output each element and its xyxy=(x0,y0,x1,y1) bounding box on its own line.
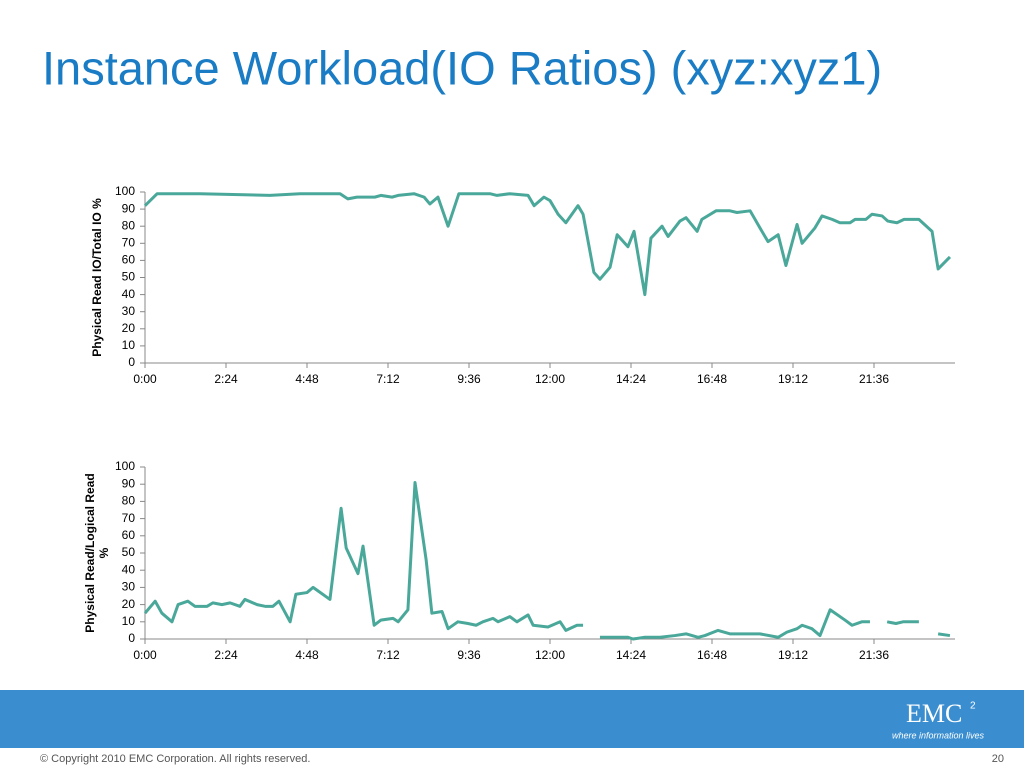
x-tick-label: 12:00 xyxy=(535,648,565,662)
y-tick-label: 60 xyxy=(122,528,136,542)
x-tick-label: 9:36 xyxy=(457,372,481,386)
x-tick-label: 7:12 xyxy=(376,372,400,386)
x-tick-label: 9:36 xyxy=(457,648,481,662)
data-line xyxy=(143,480,584,632)
y-tick-label: 40 xyxy=(122,562,136,576)
y-tick-label: 40 xyxy=(122,287,136,301)
footer-band xyxy=(0,690,1024,748)
data-line xyxy=(937,632,951,638)
x-tick-label: 12:00 xyxy=(535,372,565,386)
y-tick-label: 80 xyxy=(122,494,136,508)
logo-sup: 2 xyxy=(970,701,976,712)
x-tick-label: 4:48 xyxy=(295,648,319,662)
x-tick-label: 0:00 xyxy=(133,648,157,662)
y-tick-label: 20 xyxy=(122,321,136,335)
y-tick-label: 60 xyxy=(122,253,136,267)
x-tick-label: 21:36 xyxy=(859,372,889,386)
x-tick-label: 16:48 xyxy=(697,648,727,662)
page-number: 20 xyxy=(992,753,1004,765)
data-line xyxy=(599,608,870,641)
x-tick-label: 19:12 xyxy=(778,372,808,386)
y-tick-label: 30 xyxy=(122,304,136,318)
x-tick-label: 7:12 xyxy=(376,648,400,662)
logo: EMC xyxy=(906,699,962,728)
data-line xyxy=(886,620,919,626)
y-tick-label: 70 xyxy=(122,235,136,249)
x-tick-label: 14:24 xyxy=(616,648,646,662)
y-tick-label: 50 xyxy=(122,270,136,284)
y-tick-label: 0 xyxy=(128,355,135,369)
x-tick-label: 0:00 xyxy=(133,372,157,386)
x-tick-label: 19:12 xyxy=(778,648,808,662)
y-tick-label: 100 xyxy=(115,184,135,198)
x-tick-label: 2:24 xyxy=(214,648,238,662)
y-tick-label: 80 xyxy=(122,218,136,232)
y-tick-label: 100 xyxy=(115,459,135,473)
x-tick-label: 16:48 xyxy=(697,372,727,386)
y-tick-label: 90 xyxy=(122,476,136,490)
y-tick-label: 50 xyxy=(122,545,136,559)
tagline: where information lives xyxy=(892,730,985,740)
copyright: © Copyright 2010 EMC Corporation. All ri… xyxy=(40,753,310,765)
y-tick-label: 10 xyxy=(122,338,136,352)
x-tick-label: 14:24 xyxy=(616,372,646,386)
x-tick-label: 4:48 xyxy=(295,372,319,386)
data-line xyxy=(143,192,952,297)
x-tick-label: 21:36 xyxy=(859,648,889,662)
y-tick-label: 90 xyxy=(122,201,136,215)
y-tick-label: 0 xyxy=(128,631,135,645)
y-axis-label: Physical Read IO/Total IO % xyxy=(90,198,104,357)
y-axis-label: % xyxy=(97,547,111,558)
y-tick-label: 70 xyxy=(122,511,136,525)
slide-title: Instance Workload(IO Ratios) (xyz:xyz1) xyxy=(42,41,882,94)
y-tick-label: 20 xyxy=(122,597,136,611)
y-tick-label: 30 xyxy=(122,580,136,594)
x-tick-label: 2:24 xyxy=(214,372,238,386)
y-tick-label: 10 xyxy=(122,614,136,628)
y-axis-label: Physical Read/Logical Read xyxy=(83,473,97,632)
